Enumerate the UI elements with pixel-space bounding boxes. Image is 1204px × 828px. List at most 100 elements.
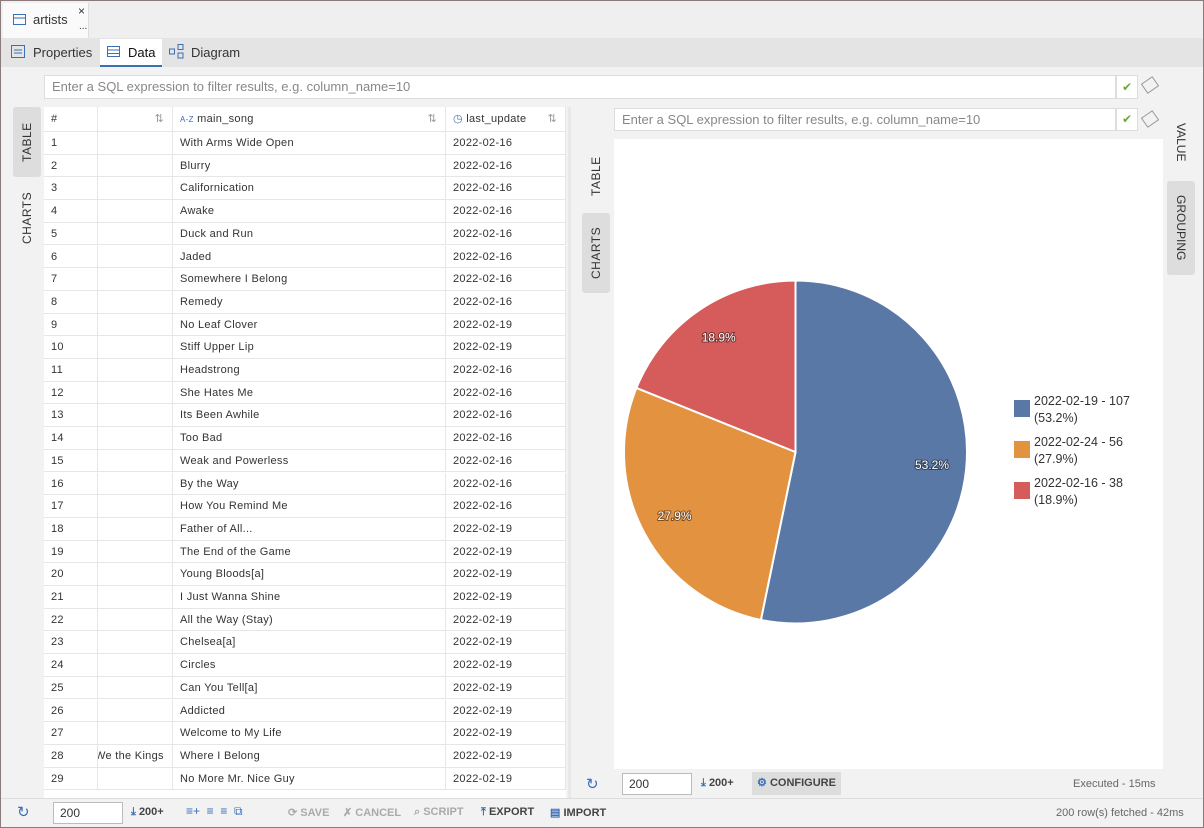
- refresh-button[interactable]: ↻: [586, 776, 599, 793]
- date-cell: 2022-02-19: [446, 563, 566, 586]
- button-label: EXPORT: [488, 806, 535, 818]
- button-label: 200+: [708, 777, 734, 789]
- song-cell: No More Mr. Nice Guy: [173, 767, 446, 791]
- type-badge: A-Z: [180, 115, 194, 124]
- row-tools[interactable]: ≡+ ≡ ≡ ⧉: [186, 804, 243, 818]
- artist-cell: We the Kings: [98, 744, 173, 768]
- side-tab-label: CHARTS: [20, 191, 34, 245]
- legend-swatch: [1014, 441, 1030, 458]
- fetch-size-input[interactable]: 200: [53, 802, 123, 824]
- row-number: 21: [44, 586, 98, 609]
- apply-filter[interactable]: ✔: [1116, 108, 1138, 131]
- artist-cell: [98, 676, 173, 700]
- subtab[interactable]: Diagram: [191, 45, 241, 60]
- row-number: 1: [44, 132, 98, 155]
- row-number: 22: [44, 608, 98, 632]
- button-label: SAVE: [300, 807, 330, 819]
- song-cell: Awake: [173, 200, 446, 223]
- button-label: 200+: [138, 806, 164, 818]
- diagram-icon: [169, 44, 184, 59]
- editor-tab[interactable]: artists × ...: [3, 3, 89, 38]
- side-tab[interactable]: GROUPING: [1167, 181, 1195, 275]
- artist-cell: [98, 722, 173, 745]
- column-header[interactable]: ◷ last_update ⇅: [446, 107, 566, 132]
- column-name: last_update: [466, 113, 527, 125]
- song-cell: Jaded: [173, 245, 446, 269]
- date-cell: 2022-02-16: [446, 290, 566, 314]
- filter-input[interactable]: Enter a SQL expression to filter results…: [614, 108, 1116, 131]
- artist-cell: [98, 427, 173, 450]
- artist-cell: [98, 177, 173, 201]
- side-tab-label: TABLE: [589, 156, 603, 196]
- refresh-button[interactable]: ↻: [17, 804, 30, 821]
- splitter[interactable]: [568, 107, 571, 799]
- row-number: 15: [44, 449, 98, 473]
- tab-more[interactable]: ...: [79, 21, 88, 32]
- separator: [1, 798, 1203, 799]
- column-header[interactable]: A-Z main_song ⇅: [173, 107, 446, 132]
- row-number: 19: [44, 540, 98, 564]
- artist-cell: [98, 268, 173, 291]
- row-number: 23: [44, 631, 98, 655]
- side-tab[interactable]: TABLE: [582, 141, 610, 211]
- pie-slice: [635, 279, 797, 454]
- row-number: 28: [44, 744, 98, 768]
- song-cell: Young Bloods[a]: [173, 563, 446, 586]
- row-number: 27: [44, 722, 98, 745]
- date-cell: 2022-02-19: [446, 654, 566, 677]
- artist-cell: [98, 586, 173, 609]
- script-button[interactable]: ⌕ SCRIPT: [414, 806, 464, 818]
- import-button[interactable]: ▤ IMPORT: [550, 807, 607, 819]
- song-cell: Chelsea[a]: [173, 631, 446, 655]
- status: 200 row(s) fetched - 42ms: [1056, 807, 1184, 819]
- date-cell: 2022-02-19: [446, 676, 566, 700]
- fetch-more-button[interactable]: ⤓ 200+: [131, 806, 164, 818]
- fetch-more-button[interactable]: ⤓ 200+: [701, 777, 734, 789]
- button-label: IMPORT: [563, 807, 607, 819]
- date-cell: 2022-02-16: [446, 245, 566, 269]
- date-cell: 2022-02-19: [446, 313, 566, 337]
- configure-button[interactable]: ⚙ CONFIGURE: [752, 772, 841, 795]
- date-cell: 2022-02-16: [446, 177, 566, 201]
- row-number: 29: [44, 767, 98, 791]
- date-cell: 2022-02-19: [446, 608, 566, 632]
- row-number: 8: [44, 290, 98, 314]
- legend-item: 2022-02-19 - 107 (53.2%): [1014, 393, 1154, 434]
- date-cell: 2022-02-16: [446, 222, 566, 246]
- date-cell: 2022-02-16: [446, 200, 566, 223]
- fetch-size-input[interactable]: 200: [622, 773, 692, 795]
- cancel-button[interactable]: ✗ CANCEL: [343, 807, 402, 819]
- song-cell: Where I Belong: [173, 744, 446, 768]
- side-tab[interactable]: TABLE: [13, 107, 41, 177]
- subtab[interactable]: Properties: [33, 45, 93, 60]
- side-tab[interactable]: CHARTS: [13, 181, 41, 255]
- button-label: CANCEL: [355, 807, 402, 819]
- column-header[interactable]: #: [44, 107, 98, 132]
- tab-close[interactable]: ×: [78, 4, 86, 18]
- column-name: main_song: [197, 113, 254, 125]
- date-cell: 2022-02-19: [446, 767, 566, 791]
- date-cell: 2022-02-16: [446, 449, 566, 473]
- date-cell: 2022-02-16: [446, 268, 566, 291]
- clear-filter[interactable]: [1140, 76, 1160, 94]
- subtab[interactable]: Data: [128, 45, 156, 60]
- filter-input[interactable]: Enter a SQL expression to filter results…: [44, 75, 1116, 99]
- side-tab[interactable]: CHARTS: [582, 213, 610, 293]
- date-cell: 2022-02-19: [446, 722, 566, 745]
- artist-cell: [98, 767, 173, 791]
- properties-icon: [11, 45, 25, 58]
- apply-filter[interactable]: ✔: [1116, 75, 1138, 99]
- pie-chart: 53.2% 27.9% 18.9%: [623, 279, 968, 625]
- clear-filter[interactable]: [1140, 110, 1160, 128]
- row-number: 4: [44, 200, 98, 223]
- artist-cell: [98, 563, 173, 586]
- row-number: 2: [44, 154, 98, 178]
- column-header[interactable]: ⇅: [98, 107, 173, 132]
- row-number: 7: [44, 268, 98, 291]
- save-button[interactable]: ⟳ SAVE: [288, 807, 330, 819]
- song-cell: Somewhere I Belong: [173, 268, 446, 291]
- side-tab[interactable]: VALUE: [1167, 107, 1195, 177]
- song-cell: Its Been Awhile: [173, 404, 446, 428]
- export-button[interactable]: ⤒ EXPORT: [481, 806, 535, 818]
